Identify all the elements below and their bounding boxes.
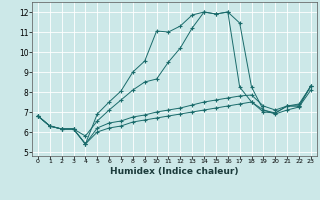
X-axis label: Humidex (Indice chaleur): Humidex (Indice chaleur) bbox=[110, 167, 239, 176]
